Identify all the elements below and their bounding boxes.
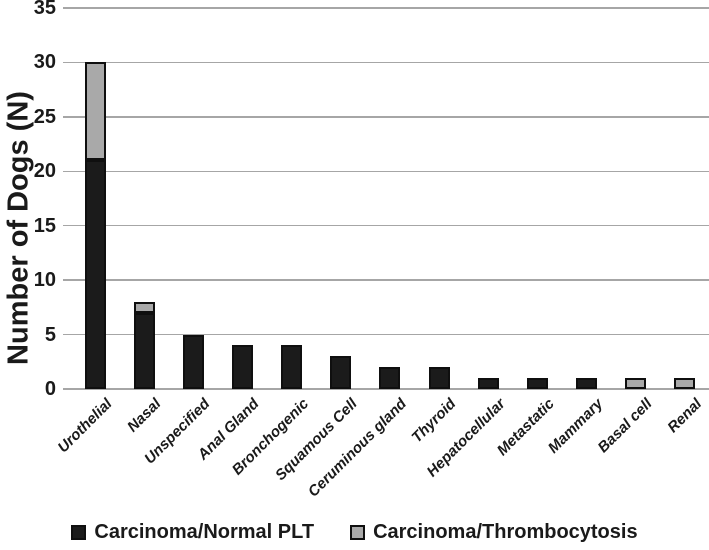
y-axis-tick-label: 35 [33, 0, 56, 19]
y-axis-tick-label: 10 [33, 269, 56, 292]
legend-label-thrombocytosis: Carcinoma/Thrombocytosis [373, 521, 638, 543]
legend-swatch-thrombocytosis [350, 525, 366, 540]
x-axis-label: Renal [664, 395, 706, 437]
legend-label-normal-plt: Carcinoma/Normal PLT [94, 521, 315, 543]
legend-swatch-normal-plt [71, 525, 87, 540]
bar-segment [576, 378, 597, 389]
y-axis-tick-label: 30 [33, 51, 56, 74]
x-axis-label: Urothelial [54, 395, 116, 457]
x-axis-label: Thyroid [408, 395, 460, 447]
gridline-y25 [63, 116, 709, 118]
gridline-y20 [63, 170, 709, 173]
bar-segment [330, 356, 352, 389]
bar-segment [625, 378, 647, 389]
y-axis-title: Number of Dogs (N) [2, 91, 35, 365]
gridline-y35 [63, 7, 709, 9]
gridline-y15 [63, 224, 709, 227]
gridline-y0 [63, 388, 709, 390]
y-axis-tick-label: 25 [33, 105, 56, 128]
bar-segment [674, 378, 696, 389]
legend-item-thrombocytosis: Carcinoma/Thrombocytosis [350, 521, 638, 544]
y-axis-tick-label: 0 [44, 378, 56, 400]
gridline-y10 [63, 279, 709, 281]
x-axis-label: Ceruminous gland [305, 395, 411, 501]
bar-segment [231, 345, 253, 389]
plot-area [63, 7, 709, 390]
bar-segment [477, 378, 499, 389]
bar-segment [428, 367, 450, 389]
y-axis-tick-label: 15 [33, 214, 56, 237]
bar-segment [133, 312, 155, 389]
gridline-y5 [63, 333, 709, 336]
y-axis-tick-label: 5 [44, 323, 56, 346]
legend: Carcinoma/Normal PLT Carcinoma/Thrombocy… [0, 521, 709, 544]
gridline-y30 [63, 61, 709, 64]
bar-segment [379, 367, 401, 389]
y-axis-tick-label: 20 [33, 160, 56, 183]
x-axis-label: Nasal [124, 395, 165, 436]
bar-segment [84, 160, 106, 389]
legend-item-normal-plt: Carcinoma/Normal PLT [71, 521, 314, 544]
bar-segment [526, 378, 548, 389]
bar-segment [84, 62, 106, 161]
bar-segment [133, 301, 155, 313]
bar-segment [182, 334, 204, 389]
bar-segment [281, 345, 303, 389]
